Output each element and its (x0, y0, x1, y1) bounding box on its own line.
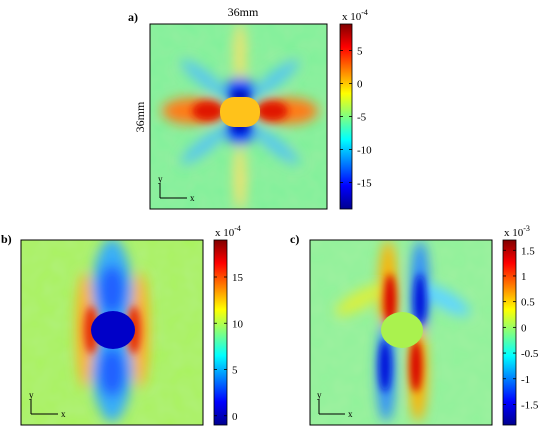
panel-a-axis-arrows: y x (158, 174, 195, 203)
panel-a-colorbar-exponent: x 10-4 (342, 8, 368, 23)
colorbar-tick-label: 0 (357, 78, 363, 90)
panel-c-arrow-y-label: y (317, 390, 322, 400)
panel-a-colorbar-ticks: 5 0 -5 -10 -15 (340, 45, 372, 190)
panel-b-arrow-y-label: y (29, 390, 34, 400)
panel-a-arrow-y-label: y (158, 174, 163, 184)
panel-c-arrow-x-label: x (348, 409, 353, 419)
panel-a-arrow-x-label: x (190, 193, 195, 203)
panel-a-frame (149, 23, 328, 210)
panel-c-hole (381, 312, 423, 348)
panel-a-ylabel: 36mm (133, 101, 147, 132)
panel-b: b) y x 15 10 5 0 (1, 224, 244, 426)
panel-b-arrow-x-label: x (61, 409, 66, 419)
panel-c-colorbar-scale (502, 239, 517, 426)
panel-b-heatmap (21, 240, 203, 425)
colorbar-tick-label: -15 (357, 178, 372, 190)
panel-a-title: 36mm (228, 5, 259, 19)
panel-b-colorbar-scale (213, 239, 228, 426)
panel-a-colorbar: 5 0 -5 -10 -15 x 10-4 (339, 8, 372, 210)
panel-a: a) 36mm 36mm (128, 5, 372, 210)
panel-a-hole (220, 97, 260, 127)
panel-b-colorbar-ticks: 15 10 5 0 (214, 272, 244, 423)
colorbar-tick-label: -5 (357, 112, 367, 124)
panel-c: c) y x (290, 224, 539, 426)
panel-a-heatmap (150, 24, 327, 209)
panel-c-colorbar-exponent: x 10-3 (504, 224, 530, 239)
panel-c-heatmap (310, 240, 492, 425)
colorbar-tick-label: 0.5 (521, 297, 535, 309)
colorbar-tick-label: 0 (521, 322, 527, 334)
colorbar-tick-label: 0 (232, 411, 238, 423)
panel-c-frame (309, 239, 493, 426)
panel-b-colorbar-exponent: x 10-4 (215, 224, 241, 239)
colorbar-tick-label: 5 (357, 45, 363, 57)
panel-c-label: c) (290, 232, 299, 246)
panel-c-colorbar-ticks: 1.5 1 0.5 0 -0.5 -1 -1.5 (503, 245, 539, 411)
panel-b-axis-arrows: y x (29, 390, 66, 419)
panel-b-hole (91, 311, 135, 349)
colorbar-tick-label: 10 (232, 318, 244, 330)
colorbar-tick-label: 1.5 (521, 245, 535, 257)
colorbar-tick-label: -1.5 (521, 399, 539, 411)
panel-c-colorbar: 1.5 1 0.5 0 -0.5 -1 -1.5 x 10-3 (502, 224, 539, 426)
panel-b-label: b) (1, 232, 12, 246)
colorbar-tick-label: -0.5 (521, 348, 539, 360)
panel-b-colorbar: 15 10 5 0 x 10-4 (213, 224, 244, 426)
panel-c-axis-arrows: y x (317, 390, 353, 419)
colorbar-tick-label: 5 (232, 365, 238, 377)
colorbar-tick-label: -1 (521, 374, 530, 386)
panel-b-frame (20, 239, 204, 426)
panel-a-label: a) (128, 10, 138, 24)
colorbar-tick-label: 1 (521, 271, 527, 283)
colorbar-tick-label: 15 (232, 272, 244, 284)
colorbar-tick-label: -10 (357, 145, 372, 157)
